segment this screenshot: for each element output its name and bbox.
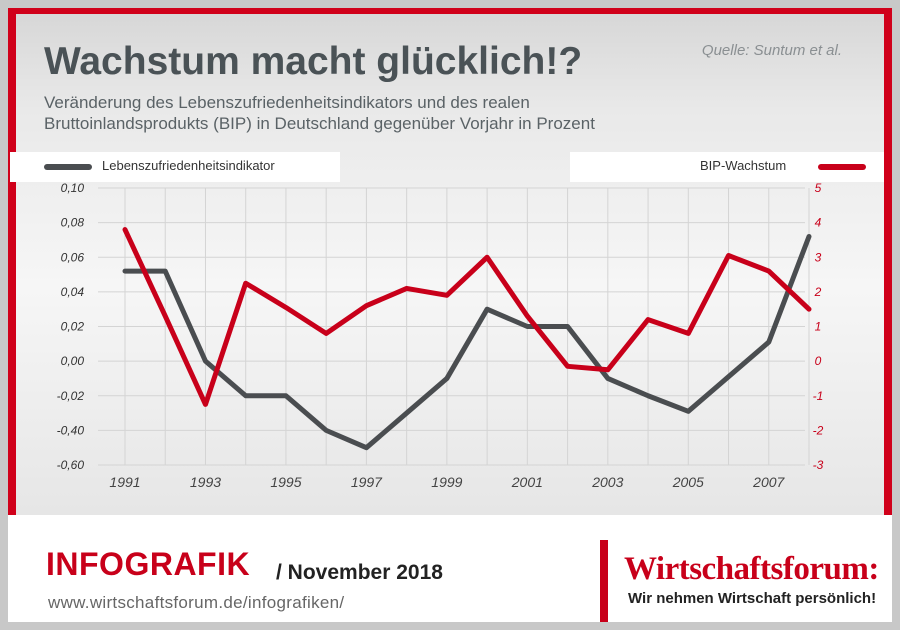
- y-right-tick-label: -1: [813, 389, 824, 403]
- y-right-tick-label: 4: [815, 216, 822, 230]
- x-tick-label: 2007: [752, 474, 785, 490]
- series-line-bip: [122, 227, 812, 407]
- y-right-tick-label: 5: [815, 181, 822, 195]
- infografik-label: INFOGRAFIK: [46, 546, 251, 582]
- red-border-top: [8, 8, 892, 14]
- x-tick-label: 1995: [270, 474, 301, 490]
- legend-swatch-lebenszufriedenheit: [44, 164, 92, 170]
- red-border-right: [884, 8, 892, 622]
- y-left-tick-label: -0,40: [57, 423, 85, 437]
- chart-title: Wachstum macht glücklich!?: [44, 40, 583, 83]
- x-tick-label: 2001: [511, 474, 543, 490]
- red-border-left: [8, 8, 16, 622]
- infographic-frame: Wachstum macht glücklich!? Quelle: Suntu…: [8, 8, 892, 622]
- y-left-tick-label: 0,02: [61, 320, 85, 334]
- y-left-tick-label: 0,10: [61, 181, 85, 195]
- y-right-tick-label: 2: [814, 285, 822, 299]
- x-tick-label: 1999: [431, 474, 462, 490]
- legend-right: BIP-Wachstum: [570, 152, 884, 182]
- publication-date: / November 2018: [276, 561, 443, 584]
- source-note: Quelle: Suntum et al.: [701, 42, 842, 59]
- logo-accent-bar: [600, 540, 608, 622]
- legend-label-lebenszufriedenheit: Lebenszufriedenheitsindikator: [102, 158, 275, 173]
- line-chart: 0,100,080,060,040,020,00-0,02-0,40-0,60 …: [57, 181, 824, 490]
- y-axis-left-ticks: 0,10 0,08 0,06 0,04 0,02 0,00 -0,02 -0,40 -0,60: [57, 181, 85, 472]
- wirtschaftsforum-logo: Wirtschaftsforum:: [624, 551, 879, 587]
- x-tick-label: 1991: [109, 474, 140, 490]
- y-right-tick-label: 3: [815, 250, 822, 264]
- footer: [8, 515, 892, 622]
- y-right-tick-label: 0: [815, 354, 822, 368]
- legend-swatch-bip: [818, 164, 866, 170]
- y-left-tick-label: 0,04: [61, 285, 85, 299]
- x-axis-ticks: 1991 1993 1995 1997 1999 2001 2003 2005 2007: [109, 474, 785, 490]
- y-right-tick-label: 1: [815, 320, 822, 334]
- y-left-tick-label: -0,02: [57, 389, 85, 403]
- y-left-tick-label: 0,08: [61, 216, 85, 230]
- y-left-tick-label: 0,06: [61, 250, 85, 264]
- y-axis-right-ticks: 5 4 3 2 1 0 -1 -2 -3: [813, 181, 824, 472]
- series-line-lebenszufriedenheit: [122, 233, 812, 451]
- legend-label-bip: BIP-Wachstum: [700, 158, 787, 173]
- chart-subtitle: Veränderung des Lebenszufriedenheitsindi…: [44, 93, 595, 133]
- y-right-tick-label: -3: [813, 458, 824, 472]
- x-tick-label: 2005: [672, 474, 704, 490]
- y-left-tick-label: 0,00: [61, 354, 85, 368]
- x-tick-label: 2003: [591, 474, 623, 490]
- x-tick-label: 1993: [190, 474, 221, 490]
- legend-left: Lebenszufriedenheitsindikator: [10, 152, 340, 182]
- logo-tagline: Wir nehmen Wirtschaft persönlich!: [628, 590, 877, 607]
- infografik-url[interactable]: www.wirtschaftsforum.de/infografiken/: [48, 593, 345, 612]
- x-tick-label: 1997: [351, 474, 383, 490]
- y-right-tick-label: -2: [813, 423, 824, 437]
- chart-grid: [98, 187, 810, 466]
- y-left-tick-label: -0,60: [57, 458, 85, 472]
